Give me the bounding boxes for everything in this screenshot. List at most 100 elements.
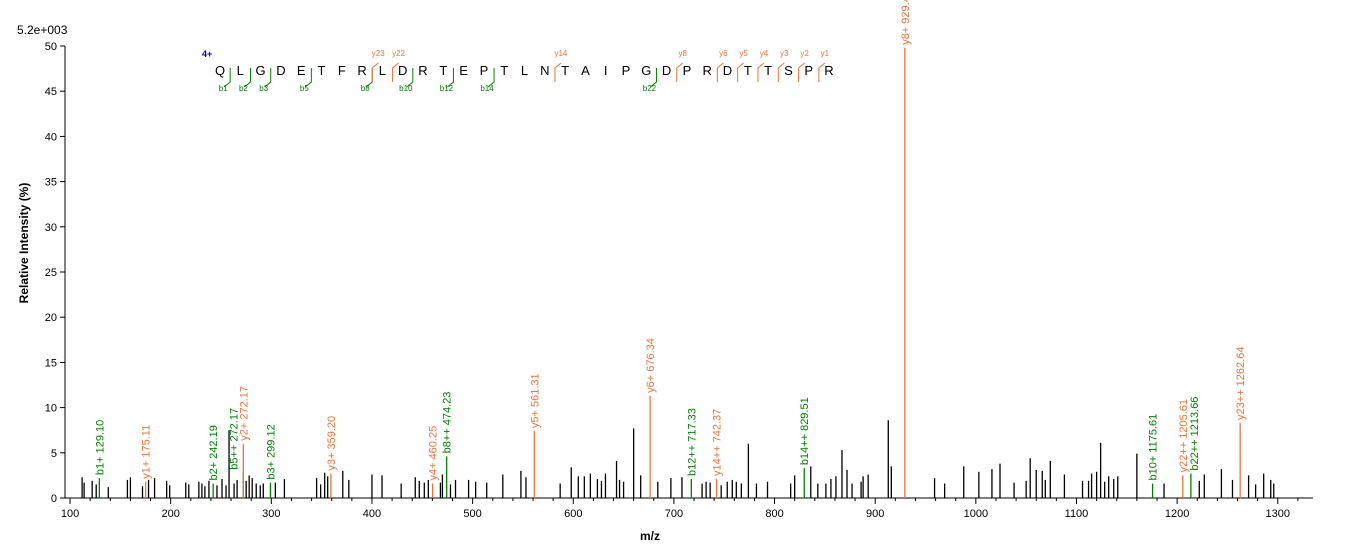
y-axis-ticks: 0 5 10 15 20 25 30 35 40 45 50 [45,41,65,505]
sequence-residue: T [764,63,772,78]
sequence-residue: T [744,63,752,78]
y-tick-label: 20 [45,312,57,324]
sequence-residue: L [237,63,244,78]
peak-label: y1+ 175.11 [141,425,153,479]
sequence-residue: T [439,63,447,78]
sequence-residue: P [480,63,489,78]
y-ion-cleavage-mark [371,62,379,82]
sequence-residue: E [459,63,468,78]
b-ion-label: b8 [361,84,370,93]
peak-label: b12++ 717.33 [686,408,698,476]
y-ion-cleavage-mark [554,62,562,82]
sequence-residue: I [604,63,608,78]
x-tick-label: 100 [61,508,79,520]
x-tick-label: 700 [665,508,683,520]
peak-label: y22++ 1205.61 [1178,399,1190,472]
y-ion-cleavage-mark [676,62,684,82]
x-tick-label: 1000 [964,508,988,520]
b-ion-label: b5 [300,84,309,93]
peak-label: y23++ 1262.64 [1235,347,1247,420]
intensity-scale-label: 5.2e+003 [17,23,68,37]
y-tick-label: 35 [45,177,57,189]
peak-label: b22++ 1213.66 [1189,397,1201,471]
peak-label: y3+ 359.20 [326,416,338,471]
y-tick-label: 45 [45,86,57,98]
peak-label: b8++ 474.23 [442,392,454,454]
b-ion-cleavage-mark [264,68,272,88]
sequence-residue: P [622,63,631,78]
sequence-residue: R [418,63,427,78]
sequence-residue: P [683,63,692,78]
sequence-residue: T [318,63,326,78]
x-tick-label: 600 [564,508,582,520]
b-ion-label: b2 [239,84,248,93]
y-ion-cleavage-mark [737,62,744,82]
sequence-residue: R [357,63,366,78]
sequence-residue: P [804,63,813,78]
b-ion-cleavage-mark [447,68,454,88]
b-ion-cleavage-mark [223,68,231,88]
sequence-residue: L [521,63,528,78]
y-ion-label: y1 [821,49,830,58]
sequence-residue: D [398,63,407,78]
sequence-residue: R [824,63,833,78]
b-ion-label: b12 [440,84,454,93]
x-tick-label: 300 [262,508,280,520]
sequence-residue: D [662,63,671,78]
b-ion-label: b1 [219,84,228,93]
x-tick-label: 1200 [1165,508,1189,520]
y-ion-label: y3 [780,49,789,58]
y-ion-label: y5 [739,49,748,58]
peak-label: y4+ 460.25 [428,426,440,481]
sequence-residue: L [379,63,386,78]
y-tick-label: 25 [45,267,57,279]
y-tick-label: 5 [51,448,57,460]
y-tick-label: 0 [51,493,57,505]
b-ion-cleavage-mark [487,68,495,88]
b-ion-label: b22 [643,84,657,93]
sequence-residue: R [703,63,712,78]
b-ion-label: b14 [480,84,494,93]
peak-label: b10+ 1175.61 [1148,414,1160,481]
x-tick-label: 1100 [1065,508,1089,520]
y-tick-label: 50 [45,41,57,53]
x-tick-label: 500 [463,508,481,520]
peak-label: b14++ 829.51 [799,397,811,465]
x-axis-ticks: 100 200 300 400 500 600 700 800 900 1000 1100 1200 1… [61,498,1299,520]
sequence-residue: T [561,63,569,78]
b-ion-label: b10 [399,84,413,93]
sequence-residue: A [581,63,590,78]
b-ion-cleavage-mark [650,68,657,88]
sequence-residue: N [540,63,549,78]
b-ion-label: b3 [259,84,268,93]
annotated-peaks: b1+ 129.10 y1+ 175.11 b2+ 242.19 b5++ 272.1… [94,0,1247,498]
x-tick-label: 800 [765,508,783,520]
sequence-residue: F [338,63,346,78]
y-ion-label: y2 [800,49,809,58]
peak-label: y5+ 561.31 [529,373,541,428]
y-ion-label: y4 [760,49,769,58]
y-ion-cleavage-mark [716,62,724,82]
y-tick-label: 15 [45,357,57,369]
y-tick-label: 10 [45,403,57,415]
x-tick-label: 400 [363,508,381,520]
peak-label: y6+ 676.34 [645,338,657,393]
b-ion-cleavage-mark [305,68,312,88]
sequence-residue: Q [215,63,225,78]
peak-label: y14++ 742.37 [712,409,724,476]
peak-label: b3+ 299.12 [265,424,277,479]
x-tick-label: 900 [866,508,884,520]
y-ion-cleavage-mark [757,62,765,82]
sequence-residue: D [723,63,732,78]
sequence-residue: S [784,63,793,78]
y-ion-label: y22 [392,49,405,58]
peak-label: b2+ 242.19 [208,425,220,480]
b-ion-cleavage-mark [244,68,251,88]
y-ion-cleavage-mark [392,62,399,82]
y-ion-label: y23 [372,49,385,58]
y-axis-title: Relative Intensity (%) [17,183,31,304]
sequence-residue: E [297,63,306,78]
b-ion-cleavage-mark [406,68,414,88]
peak-label: b1+ 129.10 [94,420,106,475]
